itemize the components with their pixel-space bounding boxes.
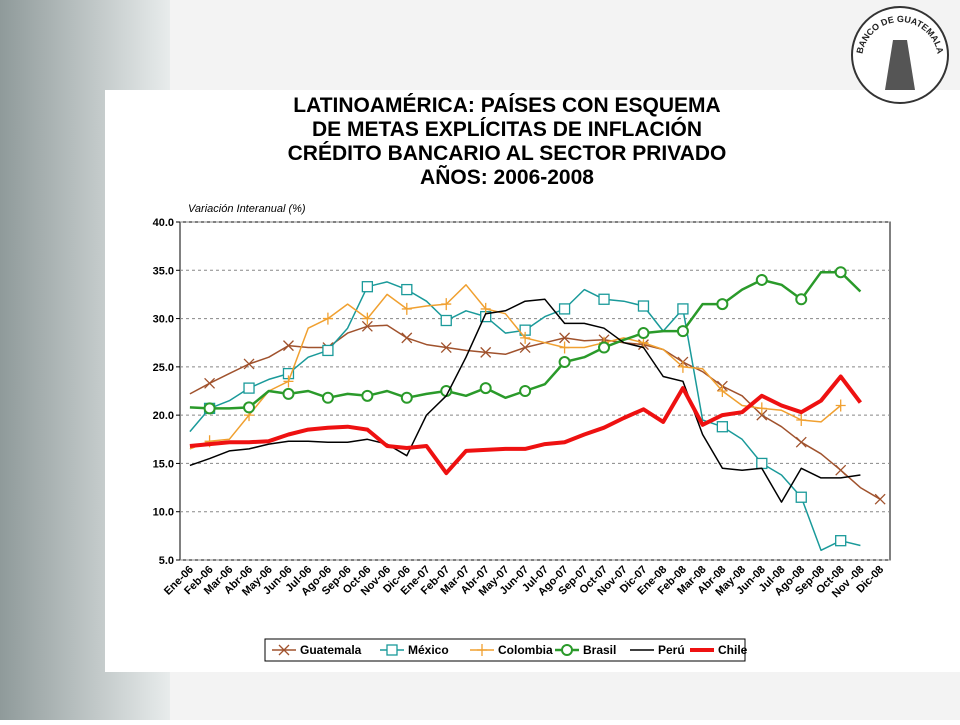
marker <box>519 342 531 354</box>
marker <box>322 344 334 357</box>
marker <box>637 300 650 312</box>
marker <box>477 644 487 656</box>
marker <box>559 341 570 354</box>
marker <box>796 413 807 426</box>
legend-label: Perú <box>658 643 685 657</box>
marker <box>282 387 295 400</box>
y-tick-label: 5.0 <box>159 555 174 567</box>
y-tick-label: 10.0 <box>153 507 174 519</box>
marker <box>561 644 573 656</box>
series-line <box>189 324 881 500</box>
marker <box>676 325 689 338</box>
marker <box>278 644 290 656</box>
series-line <box>189 284 842 450</box>
marker <box>401 283 413 296</box>
legend-label: Colombia <box>498 643 553 657</box>
marker <box>717 385 728 397</box>
content-panel <box>105 90 960 672</box>
title-line: AÑOS: 2006-2008 <box>420 166 594 189</box>
marker <box>519 385 532 397</box>
marker <box>361 281 374 293</box>
marker <box>361 320 373 332</box>
marker <box>441 298 452 311</box>
marker <box>795 491 807 503</box>
y-tick-label: 15.0 <box>153 458 174 470</box>
legend-label: México <box>408 643 449 657</box>
y-tick-label: 40.0 <box>153 217 174 229</box>
marker <box>243 358 255 370</box>
marker <box>401 302 412 315</box>
title-line: CRÉDITO BANCARIO AL SECTOR PRIVADO <box>288 142 727 165</box>
marker <box>386 644 398 656</box>
marker <box>520 331 531 344</box>
marker <box>755 273 768 286</box>
marker <box>321 391 334 404</box>
y-tick-label: 25.0 <box>153 362 174 374</box>
marker <box>716 421 729 433</box>
legend-label: Brasil <box>583 643 616 657</box>
marker <box>598 293 610 305</box>
marker <box>756 402 767 415</box>
marker <box>283 375 294 388</box>
marker <box>835 399 846 412</box>
marker <box>480 302 491 315</box>
legend-box <box>264 638 746 662</box>
marker <box>835 464 847 476</box>
logo-figure <box>885 40 915 90</box>
marker <box>322 312 333 325</box>
marker <box>203 402 216 415</box>
marker <box>874 493 886 505</box>
series-line <box>189 298 861 503</box>
marker <box>834 266 847 279</box>
y-axis-label: Variación Interanual (%) <box>188 203 306 215</box>
marker <box>243 401 256 414</box>
marker <box>479 382 492 395</box>
marker <box>835 535 847 547</box>
marker <box>440 314 452 327</box>
marker <box>677 360 688 373</box>
marker <box>637 327 650 340</box>
marker <box>716 298 729 311</box>
legend-label: Guatemala <box>300 643 362 657</box>
marker <box>480 346 492 358</box>
marker <box>401 332 413 344</box>
marker <box>243 382 255 394</box>
logo: BANCO DE GUATEMALA <box>851 6 949 104</box>
marker <box>756 457 768 470</box>
y-tick-label: 35.0 <box>153 265 174 277</box>
legend-label: Chile <box>718 643 748 657</box>
marker <box>204 377 216 389</box>
marker <box>361 389 374 402</box>
title-line: DE METAS EXPLÍCITAS DE INFLACIÓN <box>312 117 702 141</box>
title-line: LATINOAMÉRICA: PAÍSES CON ESQUEMA <box>293 94 720 117</box>
marker <box>559 332 571 344</box>
marker <box>598 341 611 354</box>
marker <box>795 293 808 306</box>
marker <box>283 340 294 352</box>
y-tick-label: 20.0 <box>153 410 174 422</box>
marker <box>558 303 571 315</box>
marker <box>795 436 807 448</box>
marker <box>440 342 452 354</box>
marker <box>558 356 571 369</box>
marker <box>677 303 689 315</box>
marker <box>400 391 413 404</box>
marker <box>362 312 373 325</box>
marker <box>756 409 768 421</box>
series-line <box>189 374 862 476</box>
y-tick-label: 30.0 <box>153 314 174 326</box>
